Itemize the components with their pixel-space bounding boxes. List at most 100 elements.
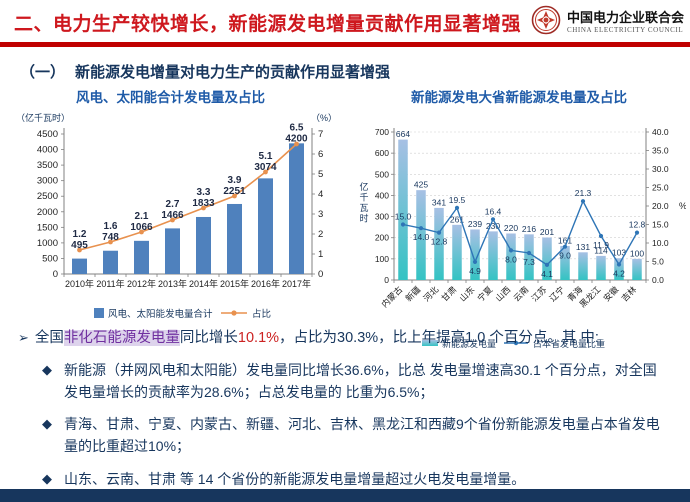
svg-text:30.0: 30.0	[652, 164, 669, 174]
svg-text:14.0: 14.0	[413, 232, 430, 242]
svg-text:7: 7	[318, 129, 323, 140]
sub-bullet-1-text: 新能源（并网风电和太阳能）发电量同比增长36.6%，比总 发电量增速高30.1 …	[64, 362, 657, 400]
svg-text:风电、太阳能发电量合计: 风电、太阳能发电量合计	[108, 308, 213, 320]
wind-solar-chart-title: 风电、太阳能合计发电量及占比	[76, 90, 265, 105]
svg-text:占本省发电量比重: 占本省发电量比重	[533, 338, 605, 349]
province-chart-canvas: 0 100 200 300 400 500 600 700 0.0 5.0 10.0 15.0 20.0…	[359, 127, 686, 349]
svg-text:黑龙江: 黑龙江	[577, 284, 602, 309]
svg-text:2013年: 2013年	[158, 278, 187, 289]
sub-bullet-3: ◆ 山东、云南、甘肃 等 14 个省份的新能源发电量增量超过火电发电量增量。	[42, 469, 664, 491]
svg-text:2.1: 2.1	[135, 211, 149, 222]
svg-text:7.3: 7.3	[523, 257, 535, 267]
svg-text:15.0: 15.0	[395, 212, 412, 222]
main-bullet-prefix: 全国	[34, 330, 64, 346]
svg-text:3.9: 3.9	[228, 175, 242, 186]
svg-text:内蒙古: 内蒙古	[379, 284, 404, 309]
wind-solar-chart-panel: 风电、太阳能合计发电量及占比 （亿千瓦时） （%） 0 500 1000 1500 2000…	[16, 86, 346, 332]
slide-header: 二、电力生产较快增长，新能源发电增量贡献作用显著增强 中国电力企业联合会 CHI…	[0, 0, 690, 42]
svg-text:40.0: 40.0	[652, 127, 669, 137]
svg-text:2014年: 2014年	[189, 278, 218, 289]
svg-text:425: 425	[414, 180, 428, 190]
svg-text:216: 216	[522, 224, 536, 234]
page-title: 二、电力生产较快增长，新能源发电增量贡献作用显著增强	[14, 14, 522, 35]
svg-text:占比: 占比	[252, 308, 271, 320]
cec-logo-name-en: CHINA ELECTRICITY COUNCIL	[566, 25, 684, 34]
svg-text:21.3: 21.3	[575, 188, 592, 198]
svg-text:114: 114	[594, 245, 608, 255]
svg-text:1500: 1500	[37, 222, 58, 233]
svg-text:25.0: 25.0	[652, 183, 669, 193]
diamond-bullet-icon: ◆	[42, 362, 52, 378]
svg-text:341: 341	[432, 197, 446, 207]
svg-text:2011年: 2011年	[96, 278, 124, 289]
summary-bullets: ➢ 全国非化石能源发电量同比增长10.1%，占比为30.3%，比上年提高1.0 个…	[18, 328, 676, 490]
svg-text:4200: 4200	[285, 133, 308, 144]
sub-bullet-1: ◆ 新能源（并网风电和太阳能）发电量同比增长36.6%，比总 发电量增速高30.1…	[42, 360, 664, 403]
section-index: （一）	[20, 64, 66, 81]
svg-text:亿千瓦时: 亿千瓦时	[359, 181, 368, 224]
svg-text:5.1: 5.1	[259, 151, 273, 162]
svg-text:山东: 山东	[457, 284, 476, 303]
svg-text:1466: 1466	[161, 210, 184, 221]
svg-text:新疆: 新疆	[403, 284, 422, 303]
sub-bullet-3-text: 山东、云南、甘肃 等 14 个省份的新能源发电量增量超过火电发电量增量。	[64, 470, 526, 487]
svg-text:2017年: 2017年	[282, 278, 311, 289]
svg-text:2.7: 2.7	[166, 199, 180, 210]
svg-text:0: 0	[384, 275, 389, 285]
svg-text:100: 100	[630, 248, 644, 258]
svg-text:5.0: 5.0	[652, 257, 664, 267]
svg-text:495: 495	[71, 240, 88, 251]
main-bullet-percent: 10.1%	[237, 330, 280, 346]
svg-text:4500: 4500	[37, 129, 58, 140]
svg-text:12.8: 12.8	[431, 237, 448, 247]
svg-text:1833: 1833	[192, 198, 215, 209]
svg-text:2: 2	[318, 229, 323, 240]
svg-text:1: 1	[318, 249, 323, 260]
svg-text:吉林: 吉林	[619, 284, 638, 303]
svg-text:4: 4	[318, 189, 323, 200]
diamond-bullet-icon: ◆	[42, 416, 52, 432]
cec-logo-text: 中国电力企业联合会 CHINA ELECTRICITY COUNCIL	[567, 7, 684, 34]
svg-text:200: 200	[375, 233, 389, 243]
cec-logo-name-cn: 中国电力企业联合会	[566, 9, 684, 25]
sub-bullet-2-text: 青海、甘肃、宁夏、内蒙古、新疆、河北、吉林、黑龙江和西藏9个省份新能源发电量占本…	[64, 416, 660, 455]
svg-text:2012年: 2012年	[127, 278, 156, 289]
svg-text:%: %	[679, 201, 686, 211]
svg-text:4.9: 4.9	[469, 266, 481, 276]
svg-text:16.4: 16.4	[485, 206, 502, 216]
svg-text:1000: 1000	[37, 238, 58, 249]
svg-text:4000: 4000	[37, 145, 58, 156]
svg-text:6: 6	[318, 149, 323, 160]
svg-text:2010年: 2010年	[65, 278, 94, 289]
svg-text:600: 600	[375, 148, 389, 158]
svg-text:664: 664	[396, 129, 410, 139]
main-bullet-rest: ，占比为30.3%，比上年提高1.0 个百分点。其 中:	[279, 330, 599, 346]
svg-text:（亿千瓦时）: （亿千瓦时）	[16, 112, 70, 123]
svg-text:131: 131	[576, 242, 590, 252]
svg-text:2251: 2251	[223, 186, 246, 197]
svg-text:201: 201	[540, 227, 554, 237]
svg-text:辽宁: 辽宁	[547, 284, 566, 303]
svg-text:山西: 山西	[493, 284, 512, 303]
svg-text:400: 400	[375, 190, 389, 200]
svg-text:500: 500	[42, 253, 58, 264]
svg-text:103: 103	[612, 248, 626, 258]
svg-text:15.0: 15.0	[652, 220, 669, 230]
svg-text:0.0: 0.0	[652, 275, 664, 285]
svg-text:2016年: 2016年	[251, 278, 280, 289]
svg-text:3000: 3000	[37, 176, 58, 187]
svg-text:河北: 河北	[421, 284, 440, 303]
svg-text:239: 239	[468, 219, 482, 229]
svg-text:4.1: 4.1	[541, 269, 553, 279]
svg-text:10.0: 10.0	[652, 238, 669, 248]
svg-text:1066: 1066	[130, 222, 153, 233]
bottom-navy-bar	[0, 489, 690, 502]
svg-text:9.0: 9.0	[559, 251, 571, 261]
svg-text:12.8: 12.8	[629, 220, 646, 230]
section-title: 新能源发电增量对电力生产的贡献作用显著增强	[75, 64, 391, 81]
svg-text:3074: 3074	[254, 162, 277, 173]
wind-solar-chart-canvas: （亿千瓦时） （%） 0 500 1000 1500 2000 2500 3000 3500 400…	[16, 112, 337, 320]
diamond-bullet-icon: ◆	[42, 470, 52, 486]
red-divider	[0, 42, 690, 47]
main-bullet-mid: 同比增长	[179, 330, 238, 346]
